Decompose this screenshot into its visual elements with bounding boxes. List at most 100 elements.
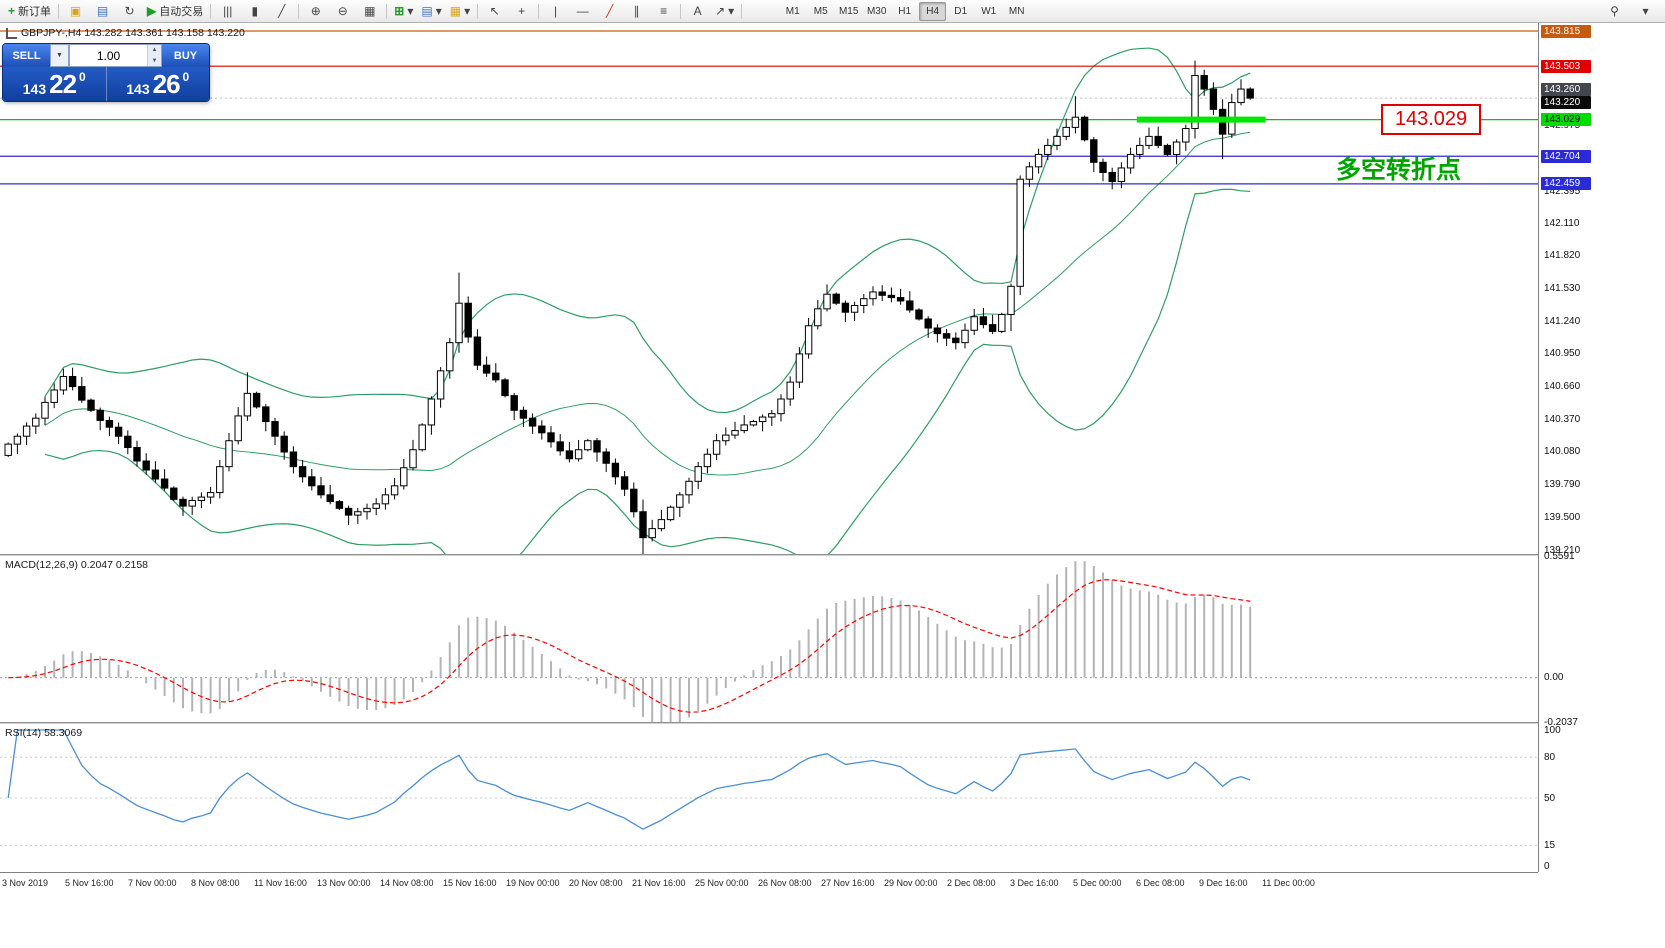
price-label: 141.240 bbox=[1544, 315, 1581, 327]
indicators-button[interactable]: ⊞ ▾ bbox=[390, 2, 417, 21]
ask-frac: 0 bbox=[182, 70, 190, 84]
time-axis[interactable]: 3 Nov 2019 5 Nov 16:00 7 Nov 00:00 8 Nov 08… bbox=[0, 872, 1538, 895]
price-axis[interactable]: 142.975142.395142.110141.820141.530141.2… bbox=[1538, 23, 1665, 872]
price-label: 142.704 bbox=[1541, 149, 1591, 163]
timeframe-h1-button[interactable]: H1 bbox=[898, 5, 912, 17]
volume-dropdown[interactable]: ▼ bbox=[50, 44, 69, 67]
price-label: 0.00 bbox=[1544, 672, 1564, 684]
timeframe-m5-button[interactable]: M5 bbox=[813, 5, 828, 17]
timeframe-mn-button[interactable]: MN bbox=[1008, 5, 1025, 17]
price-label: 140.950 bbox=[1544, 348, 1581, 360]
autotrade-label: 自动交易 bbox=[159, 6, 204, 18]
toolbar-right-group: ⚲ ▾ bbox=[1601, 2, 1661, 21]
volume-stepper[interactable]: ▲ ▼ bbox=[147, 45, 161, 66]
crosshair-icon: + bbox=[518, 4, 526, 18]
toolbar-separator bbox=[741, 3, 743, 19]
price-label: 15 bbox=[1544, 840, 1556, 852]
tile-windows-button[interactable]: ▦ bbox=[356, 2, 383, 21]
time-label: 27 Nov 16:00 bbox=[821, 878, 875, 888]
time-label: 2 Dec 08:00 bbox=[947, 878, 996, 888]
rsi-panel-canvas[interactable] bbox=[0, 724, 1538, 872]
new-order-button[interactable]: + 新订单 bbox=[4, 2, 55, 21]
price-label: 143.260 bbox=[1541, 83, 1591, 97]
trendline-tool-button[interactable]: ╱ bbox=[596, 2, 623, 21]
zoom-out-icon: ⊖ bbox=[337, 4, 348, 18]
search-button[interactable]: ⚲ bbox=[1601, 2, 1628, 21]
vertical-line-tool-button[interactable]: | bbox=[542, 2, 569, 21]
price-callout-box: 143.029 bbox=[1381, 104, 1481, 135]
vertical-line-icon: | bbox=[554, 4, 558, 18]
bar-chart-mode-button[interactable]: ||| bbox=[214, 2, 241, 21]
price-label: 140.080 bbox=[1544, 446, 1581, 458]
search-icon: ⚲ bbox=[1610, 4, 1619, 18]
refresh-button[interactable]: ↻ bbox=[116, 2, 143, 21]
turning-point-annotation: 多空转折点 bbox=[1336, 156, 1462, 184]
time-label: 3 Nov 2019 bbox=[2, 878, 49, 888]
macd-indicator-label: MACD(12,26,9) 0.2047 0.2158 bbox=[5, 559, 149, 571]
toolbar-more-button[interactable]: ▾ bbox=[1632, 2, 1659, 21]
candlestick-icon: ▮ bbox=[251, 4, 259, 18]
panel-separator[interactable] bbox=[0, 554, 1665, 556]
stepper-down-icon[interactable]: ▼ bbox=[148, 55, 161, 66]
new-order-label: 新订单 bbox=[18, 6, 52, 18]
profiles-button[interactable]: ▣ bbox=[62, 2, 89, 21]
objects-list-button[interactable]: ▤ ▾ bbox=[417, 2, 445, 21]
ask-pips: 26 bbox=[152, 69, 181, 99]
macd-panel-canvas[interactable] bbox=[0, 556, 1538, 722]
price-label: 50 bbox=[1544, 792, 1556, 804]
text-tool-icon: A bbox=[693, 4, 702, 18]
arrow-tool-button[interactable]: ↗ ▾ bbox=[711, 2, 738, 21]
timeframe-h4-button[interactable]: H4 bbox=[919, 1, 947, 21]
price-label: 80 bbox=[1544, 751, 1556, 763]
market-watch-button[interactable]: ▤ bbox=[89, 2, 116, 21]
crosshair-tool-button[interactable]: + bbox=[508, 2, 535, 21]
text-tool-button[interactable]: A bbox=[684, 2, 711, 21]
price-label: -0.2037 bbox=[1544, 716, 1578, 728]
time-label: 5 Nov 16:00 bbox=[65, 878, 114, 888]
sell-button[interactable]: SELL bbox=[3, 44, 50, 67]
timeframe-m1-button[interactable]: M1 bbox=[785, 5, 800, 17]
templates-button[interactable]: ▦ ▾ bbox=[446, 2, 474, 21]
timeframe-w1-button[interactable]: W1 bbox=[981, 5, 997, 17]
refresh-icon: ↻ bbox=[124, 4, 135, 18]
autotrade-button[interactable]: ▶ 自动交易 bbox=[143, 2, 207, 21]
toolbar-separator bbox=[298, 3, 300, 19]
bar-chart-icon: ||| bbox=[223, 4, 233, 18]
time-label: 5 Dec 00:00 bbox=[1073, 878, 1122, 888]
profiles-icon: ▣ bbox=[69, 4, 82, 18]
timeframe-m30-button[interactable]: M30 bbox=[866, 5, 887, 17]
time-label: 25 Nov 00:00 bbox=[695, 878, 749, 888]
chart-title: GBPJPY-,H4 143.282 143.361 143.158 143.2… bbox=[6, 27, 245, 39]
price-label: 142.110 bbox=[1544, 217, 1580, 229]
rsi-indicator-label: RSI(14) 58.3069 bbox=[5, 727, 83, 739]
main-chart-canvas[interactable] bbox=[0, 23, 1538, 554]
volume-input[interactable] bbox=[70, 45, 147, 66]
price-label: 143.503 bbox=[1541, 59, 1591, 73]
dropdown-icon: ▾ bbox=[407, 4, 414, 18]
timeframe-m15-button[interactable]: M15 bbox=[838, 5, 859, 17]
bid-price-display[interactable]: 143 22 0 bbox=[3, 67, 107, 101]
cursor-tool-button[interactable]: ↖ bbox=[481, 2, 508, 21]
ask-price-display[interactable]: 143 26 0 bbox=[107, 67, 210, 101]
stepper-up-icon[interactable]: ▲ bbox=[148, 45, 161, 56]
candle-chart-mode-button[interactable]: ▮ bbox=[241, 2, 268, 21]
zoom-out-button[interactable]: ⊖ bbox=[329, 2, 356, 21]
line-chart-icon: ╱ bbox=[278, 4, 286, 18]
toolbar-separator bbox=[386, 3, 388, 19]
channel-tool-button[interactable]: ∥ bbox=[623, 2, 650, 21]
buy-button[interactable]: BUY bbox=[162, 44, 209, 67]
dropdown-icon: ▾ bbox=[728, 4, 735, 18]
templates-icon: ▦ bbox=[449, 4, 462, 18]
horizontal-line-tool-button[interactable]: — bbox=[569, 2, 596, 21]
channel-icon: ∥ bbox=[633, 4, 640, 18]
timeframe-d1-button[interactable]: D1 bbox=[954, 5, 968, 17]
zoom-in-button[interactable]: ⊕ bbox=[302, 2, 329, 21]
time-label: 20 Nov 08:00 bbox=[569, 878, 623, 888]
time-label: 3 Dec 16:00 bbox=[1010, 878, 1059, 888]
time-label: 11 Dec 00:00 bbox=[1262, 878, 1315, 888]
panel-separator[interactable] bbox=[0, 722, 1665, 724]
fibonacci-tool-button[interactable]: ≡ bbox=[650, 2, 677, 21]
zoom-in-icon: ⊕ bbox=[310, 4, 321, 18]
dropdown-icon: ▾ bbox=[464, 4, 471, 18]
line-chart-mode-button[interactable]: ╱ bbox=[268, 2, 295, 21]
